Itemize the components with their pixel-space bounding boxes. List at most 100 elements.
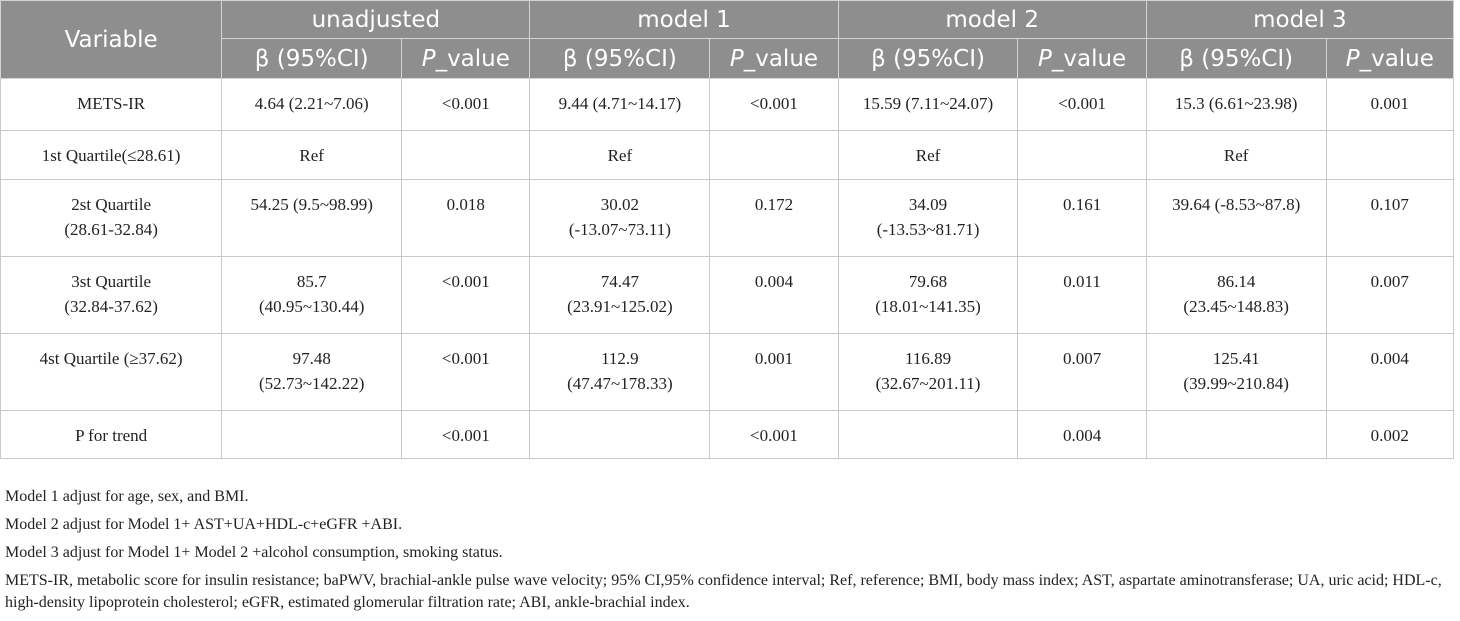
header-p-suffix: _value <box>743 45 819 72</box>
header-p-italic: P <box>1345 45 1360 72</box>
cell-p-value: <0.001 <box>401 78 531 131</box>
table-header: Variable unadjusted model 1 model 2 mode… <box>0 0 1455 79</box>
cell-variable: 3st Quartile (32.84-37.62) <box>0 256 223 334</box>
header-p-suffix: _value <box>435 45 510 72</box>
beta-text-line: Ref <box>1223 146 1249 165</box>
beta-text-line: (23.91~125.02) <box>567 297 673 316</box>
cell-beta-ci: 34.09 (-13.53~81.71) <box>837 179 1019 257</box>
cell-p-value: 0.004 <box>1017 410 1147 459</box>
cell-beta-ci: 39.64 (-8.53~87.8) <box>1145 179 1327 257</box>
cell-beta-ci: Ref <box>529 130 711 180</box>
cell-beta-ci: 125.41 (39.99~210.84) <box>1145 333 1327 411</box>
beta-text-line: 125.41 <box>1212 349 1260 368</box>
cell-beta-ci: 97.48 (52.73~142.22) <box>221 333 403 411</box>
table-row: 3st Quartile (32.84-37.62) 85.7 (40.95~130.… <box>0 256 1455 334</box>
footnote-abbreviations: METS-IR, metabolic score for insulin res… <box>5 572 1442 611</box>
variable-text-line: METS-IR <box>77 94 146 113</box>
beta-text-line: (-13.07~73.11) <box>568 220 671 239</box>
beta-text-line: 15.59 (7.11~24.07) <box>862 94 994 113</box>
cell-p-value: <0.001 <box>709 78 839 131</box>
table-row: 4st Quartile (≥37.62) 97.48 (52.73~142.22)… <box>0 333 1455 411</box>
cell-p-value: 0.001 <box>709 333 839 411</box>
cell-beta-ci: 9.44 (4.71~14.17) <box>529 78 711 131</box>
beta-text-line: (39.99~210.84) <box>1183 374 1289 393</box>
beta-text-line: Ref <box>915 146 941 165</box>
beta-text-line: 79.68 <box>908 272 948 291</box>
header-group-unadjusted: unadjusted <box>221 0 531 39</box>
cell-beta-ci <box>221 410 403 459</box>
header-p-suffix: _value <box>1359 45 1434 72</box>
table-row: 2st Quartile (28.61-32.84) 54.25 (9.5~98.9… <box>0 179 1455 257</box>
beta-text-line: 116.89 <box>904 349 952 368</box>
cell-p-value: 0.161 <box>1017 179 1147 257</box>
header-p-suffix: _value <box>1051 45 1127 72</box>
header-beta-ci: β (95%CI) <box>221 38 403 79</box>
cell-variable: P for trend <box>0 410 223 459</box>
cell-beta-ci <box>837 410 1019 459</box>
cell-variable: METS-IR <box>0 78 223 131</box>
cell-p-value: 0.002 <box>1325 410 1455 459</box>
variable-text-line: 1st Quartile(≤28.61) <box>41 146 181 165</box>
cell-beta-ci: 116.89 (32.67~201.11) <box>837 333 1019 411</box>
beta-text-line: 85.7 <box>296 272 327 291</box>
cell-p-value <box>709 130 839 180</box>
beta-text-line: 97.48 <box>292 349 331 368</box>
beta-text-line: (-13.53~81.71) <box>876 220 980 239</box>
header-variable: Variable <box>0 0 223 79</box>
cell-p-value <box>1325 130 1455 180</box>
header-p-italic: P <box>729 45 744 72</box>
beta-text-line: 15.3 (6.61~23.98) <box>1174 94 1298 113</box>
variable-text-line: (28.61-32.84) <box>64 220 158 239</box>
header-row-groups: Variable unadjusted model 1 model 2 mode… <box>0 0 1455 79</box>
cell-beta-ci: 54.25 (9.5~98.99) <box>221 179 403 257</box>
table-body: METS-IR 4.64 (2.21~7.06) <0.001 9.44 (4.71~… <box>0 78 1455 459</box>
beta-text-line: (32.67~201.11) <box>875 374 981 393</box>
cell-beta-ci: 79.68 (18.01~141.35) <box>837 256 1019 334</box>
beta-text-line: 39.64 (-8.53~87.8) <box>1172 195 1301 214</box>
header-p-value: P_value <box>1017 38 1147 79</box>
regression-results-table: Variable unadjusted model 1 model 2 mode… <box>0 0 1455 459</box>
beta-text-line: 74.47 <box>600 272 639 291</box>
beta-text-line: (40.95~130.44) <box>258 297 365 316</box>
cell-beta-ci: Ref <box>837 130 1019 180</box>
footnote-model-2: Model 2 adjust for Model 1+ AST+UA+HDL-c… <box>5 516 403 533</box>
footnote-model-3: Model 3 adjust for Model 1+ Model 2 +alc… <box>5 544 503 561</box>
cell-p-value: 0.172 <box>709 179 839 257</box>
cell-p-value: <0.001 <box>401 333 531 411</box>
beta-text-line: (23.45~148.83) <box>1183 297 1289 316</box>
header-beta-ci: β (95%CI) <box>1145 38 1327 79</box>
variable-text-line: 3st Quartile <box>71 272 152 291</box>
cell-beta-ci: Ref <box>1145 130 1327 180</box>
cell-p-value: 0.001 <box>1325 78 1455 131</box>
cell-beta-ci: 4.64 (2.21~7.06) <box>221 78 403 131</box>
beta-text-line: 112.9 <box>601 349 639 368</box>
footnote-model-1: Model 1 adjust for age, sex, and BMI. <box>5 488 249 505</box>
cell-p-value: 0.004 <box>709 256 839 334</box>
variable-text-line: (32.84-37.62) <box>64 297 158 316</box>
cell-p-value: 0.004 <box>1325 333 1455 411</box>
cell-variable: 4st Quartile (≥37.62) <box>0 333 223 411</box>
cell-beta-ci: 112.9 (47.47~178.33) <box>529 333 711 411</box>
cell-beta-ci: 30.02 (-13.07~73.11) <box>529 179 711 257</box>
cell-p-value: <0.001 <box>1017 78 1147 131</box>
header-row-stats: β (95%CI) P_value β (95%CI) P_value β (95%CI… <box>1 38 1455 79</box>
header-p-italic: P <box>1038 45 1052 72</box>
table-row: P for trend <0.001 <0.001 0.004 0.002 <box>0 410 1455 459</box>
beta-text-line: (47.47~178.33) <box>567 374 673 393</box>
header-beta-ci: β (95%CI) <box>837 38 1019 79</box>
header-p-value: P_value <box>709 38 839 79</box>
cell-beta-ci: 85.7 (40.95~130.44) <box>221 256 403 334</box>
variable-text-line: P for trend <box>75 426 148 445</box>
cell-beta-ci: Ref <box>221 130 403 180</box>
table-row: METS-IR 4.64 (2.21~7.06) <0.001 9.44 (4.71~… <box>0 78 1455 131</box>
cell-p-value: 0.018 <box>401 179 531 257</box>
header-group-model-3: model 3 <box>1145 0 1455 39</box>
cell-p-value: <0.001 <box>709 410 839 459</box>
cell-variable: 1st Quartile(≤28.61) <box>0 130 223 180</box>
table-row: 1st Quartile(≤28.61) Ref Ref Ref Ref <box>0 130 1455 180</box>
header-group-model-1: model 1 <box>529 0 839 39</box>
cell-beta-ci: 86.14 (23.45~148.83) <box>1145 256 1327 334</box>
cell-p-value: <0.001 <box>401 410 531 459</box>
header-p-italic: P <box>421 45 436 72</box>
beta-text-line: Ref <box>299 146 324 165</box>
